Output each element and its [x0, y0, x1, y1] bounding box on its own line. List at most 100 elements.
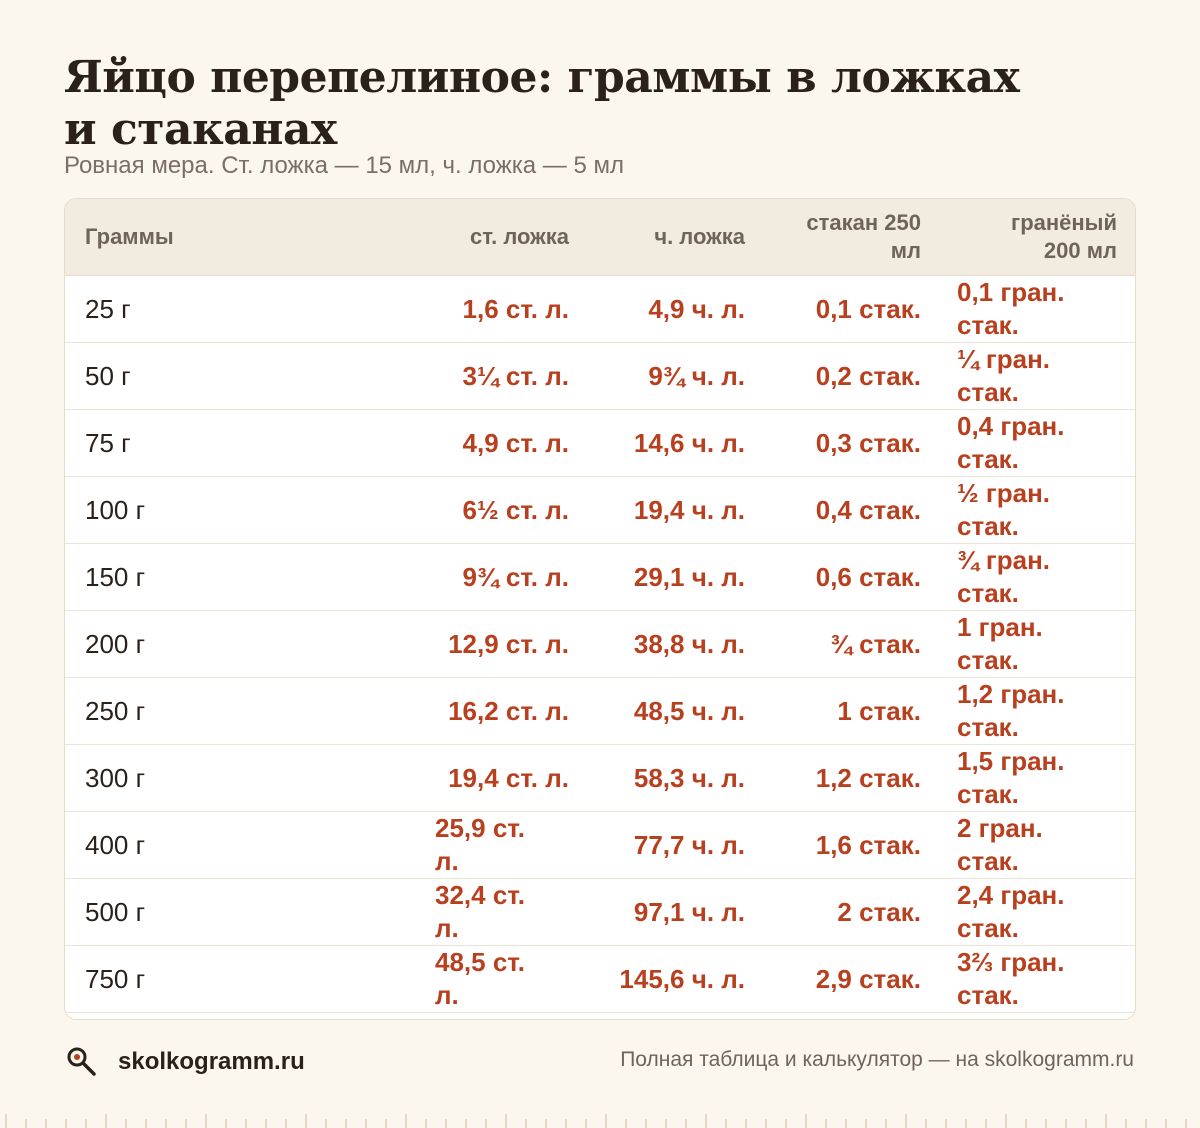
- teaspoon-cell: 97,1 ч. л.: [587, 877, 763, 945]
- cup-250-cell: 1,6 стак.: [763, 810, 939, 878]
- brand-name[interactable]: skolkogramm.ru: [118, 1048, 305, 1075]
- table-row: 50 г 3¼ ст. л. 9¾ ч. л. 0,2 стак. ¼ гран. ст…: [65, 341, 1135, 409]
- faceted-glass-cell-text: ¼ гран. стак.: [957, 343, 1051, 407]
- tablespoon-cell: 3¼ ст. л.: [395, 341, 587, 409]
- tablespoon-cell-text: 12,9 ст. л.: [448, 628, 569, 659]
- cup-250-cell: 3,9 стак.: [763, 1011, 939, 1019]
- cup-250-cell-text: 0,4 стак.: [815, 494, 921, 525]
- footer-brand: skolkogramm.ru: [64, 1044, 305, 1080]
- table-row: 750 г 48,5 ст. л. 145,6 ч. л. 2,9 стак. 3⅔ г…: [65, 944, 1135, 1012]
- faceted-glass-cell-text: ½ гран. стак.: [957, 477, 1051, 541]
- header-tablespoon: ст. ложка: [395, 199, 587, 276]
- faceted-glass-cell: 4,9 гран. стак.: [939, 1011, 1135, 1020]
- grams-cell: 100 г: [65, 475, 395, 543]
- table-row: 300 г 19,4 ст. л. 58,3 ч. л. 1,2 стак. 1,5 г…: [65, 743, 1135, 811]
- table-row: 25 г 1,6 ст. л. 4,9 ч. л. 0,1 стак. 0,1 гран…: [65, 275, 1135, 342]
- teaspoon-cell: 4,9 ч. л.: [587, 275, 763, 342]
- header-grams: Граммы: [65, 199, 395, 276]
- cup-250-cell: 2 стак.: [763, 877, 939, 945]
- cup-250-cell-text: 0,2 стак.: [815, 360, 921, 391]
- teaspoon-cell-text: 4,9 ч. л.: [648, 293, 745, 324]
- teaspoon-cell-text: 58,3 ч. л.: [633, 762, 745, 793]
- cup-250-cell: 1 стак.: [763, 676, 939, 744]
- tablespoon-cell: 6½ ст. л.: [395, 475, 587, 543]
- table-row: 200 г 12,9 ст. л. 38,8 ч. л. ¾ стак. 1 гран.…: [65, 609, 1135, 677]
- cup-250-cell-text: 2,9 стак.: [815, 963, 921, 994]
- cup-250-cell-text: 0,3 стак.: [815, 427, 921, 458]
- teaspoon-cell: 14,6 ч. л.: [587, 408, 763, 476]
- tablespoon-cell: 1,6 ст. л.: [395, 275, 587, 342]
- tablespoon-cell: 25,9 ст. л.: [395, 810, 587, 878]
- cup-250-cell-text: 0,6 стак.: [815, 561, 921, 592]
- faceted-glass-cell-text: 3⅔ гран. стак.: [957, 946, 1065, 1010]
- cup-250-cell: 0,2 стак.: [763, 341, 939, 409]
- table-row: 100 г 6½ ст. л. 19,4 ч. л. 0,4 стак. ½ гран.…: [65, 475, 1135, 543]
- table-row: 250 г 16,2 ст. л. 48,5 ч. л. 1 стак. 1,2 гра…: [65, 676, 1135, 744]
- tablespoon-cell-text: 64,7 ст. л.: [435, 1013, 555, 1020]
- magnifier-icon: [67, 1047, 96, 1076]
- teaspoon-cell: 29,1 ч. л.: [587, 542, 763, 610]
- conversion-table-card: Граммы ст. ложка ч. ложка стакан 250 мл …: [64, 198, 1136, 1020]
- grams-cell-text: 100 г: [85, 494, 146, 525]
- faceted-glass-cell: ¾ гран. стак.: [939, 542, 1135, 610]
- cup-250-cell-text: 1,2 стак.: [815, 762, 921, 793]
- cup-250-cell-text: 0,1 стак.: [815, 293, 921, 324]
- teaspoon-cell-text: 19,4 ч. л.: [633, 494, 745, 525]
- teaspoon-cell: 58,3 ч. л.: [587, 743, 763, 811]
- grams-cell: 25 г: [65, 275, 395, 342]
- tablespoon-cell-text: 6½ ст. л.: [462, 494, 569, 525]
- faceted-glass-cell: 1,2 гран. стак.: [939, 676, 1135, 744]
- cup-250-cell-text: ¾ стак.: [830, 628, 921, 659]
- conversion-table: Граммы ст. ложка ч. ложка стакан 250 мл …: [65, 199, 1135, 1020]
- teaspoon-cell: 77,7 ч. л.: [587, 810, 763, 878]
- teaspoon-cell-text: 48,5 ч. л.: [633, 695, 745, 726]
- table-row: 75 г 4,9 ст. л. 14,6 ч. л. 0,3 стак. 0,4 гра…: [65, 408, 1135, 476]
- table-body: 25 г 1,6 ст. л. 4,9 ч. л. 0,1 стак. 0,1 гран…: [65, 275, 1135, 1020]
- faceted-glass-cell: 2 гран. стак.: [939, 810, 1135, 878]
- grams-cell: 400 г: [65, 810, 395, 878]
- grams-cell-text: 50 г: [85, 360, 131, 391]
- grams-cell: 250 г: [65, 676, 395, 744]
- faceted-glass-cell-text: 1,2 гран. стак.: [957, 678, 1065, 742]
- table-row: 1000 г 64,7 ст. л. 194,2 ч. л.3,9 стак. 4,9…: [65, 1011, 1135, 1020]
- cup-250-cell: 0,6 стак.: [763, 542, 939, 610]
- grams-cell-text: 250 г: [85, 695, 146, 726]
- faceted-glass-cell: 3⅔ гран. стак.: [939, 944, 1135, 1012]
- tablespoon-cell-text: 25,9 ст. л.: [435, 812, 525, 876]
- faceted-glass-cell: 1 гран. стак.: [939, 609, 1135, 677]
- grams-cell-text: 200 г: [85, 628, 146, 659]
- header-teaspoon: ч. ложка: [587, 199, 763, 276]
- tablespoon-cell-text: 32,4 ст. л.: [435, 879, 525, 943]
- header-cup-250: стакан 250 мл: [763, 199, 939, 276]
- cup-250-cell: 1,2 стак.: [763, 743, 939, 811]
- tablespoon-cell: 64,7 ст. л.: [395, 1011, 587, 1020]
- header-faceted-glass-200: гранёный 200 мл: [939, 199, 1135, 276]
- cup-250-cell: ¾ стак.: [763, 609, 939, 677]
- cup-250-cell: 2,9 стак.: [763, 944, 939, 1012]
- teaspoon-cell: 9¾ ч. л.: [587, 341, 763, 409]
- teaspoon-cell-text: 97,1 ч. л.: [633, 896, 745, 927]
- faceted-glass-cell-text: 2,4 гран. стак.: [957, 879, 1065, 943]
- tablespoon-cell-text: 48,5 ст. л.: [435, 946, 525, 1010]
- teaspoon-cell-text: 14,6 ч. л.: [633, 427, 745, 458]
- cup-250-cell-text: 2 стак.: [837, 896, 921, 927]
- page-title: Яйцо перепелиное: граммы в ложках и стак…: [64, 52, 1020, 155]
- footer-note: Полная таблица и калькулятор — на skolko…: [620, 1048, 1134, 1071]
- grams-cell: 75 г: [65, 408, 395, 476]
- faceted-glass-cell: ½ гран. стак.: [939, 475, 1135, 543]
- grams-cell-text: 500 г: [85, 896, 146, 927]
- faceted-glass-cell-text: 4,9 гран. стак.: [957, 1013, 1097, 1020]
- faceted-glass-cell: 0,4 гран. стак.: [939, 408, 1135, 476]
- teaspoon-cell-text: 9¾ ч. л.: [648, 360, 745, 391]
- cup-250-cell: 0,4 стак.: [763, 475, 939, 543]
- tablespoon-cell: 19,4 ст. л.: [395, 743, 587, 811]
- grams-cell-text: 300 г: [85, 762, 146, 793]
- faceted-glass-cell-text: 1,5 гран. стак.: [957, 745, 1065, 809]
- table-row: 400 г 25,9 ст. л. 77,7 ч. л. 1,6 стак. 2 гра…: [65, 810, 1135, 878]
- table-row: 500 г 32,4 ст. л. 97,1 ч. л. 2 стак. 2,4 гра…: [65, 877, 1135, 945]
- teaspoon-cell: 145,6 ч. л.: [587, 944, 763, 1012]
- tablespoon-cell-text: 3¼ ст. л.: [462, 360, 569, 391]
- grams-cell: 150 г: [65, 542, 395, 610]
- cup-250-cell-text: 1,6 стак.: [815, 829, 921, 860]
- tablespoon-cell: 48,5 ст. л.: [395, 944, 587, 1012]
